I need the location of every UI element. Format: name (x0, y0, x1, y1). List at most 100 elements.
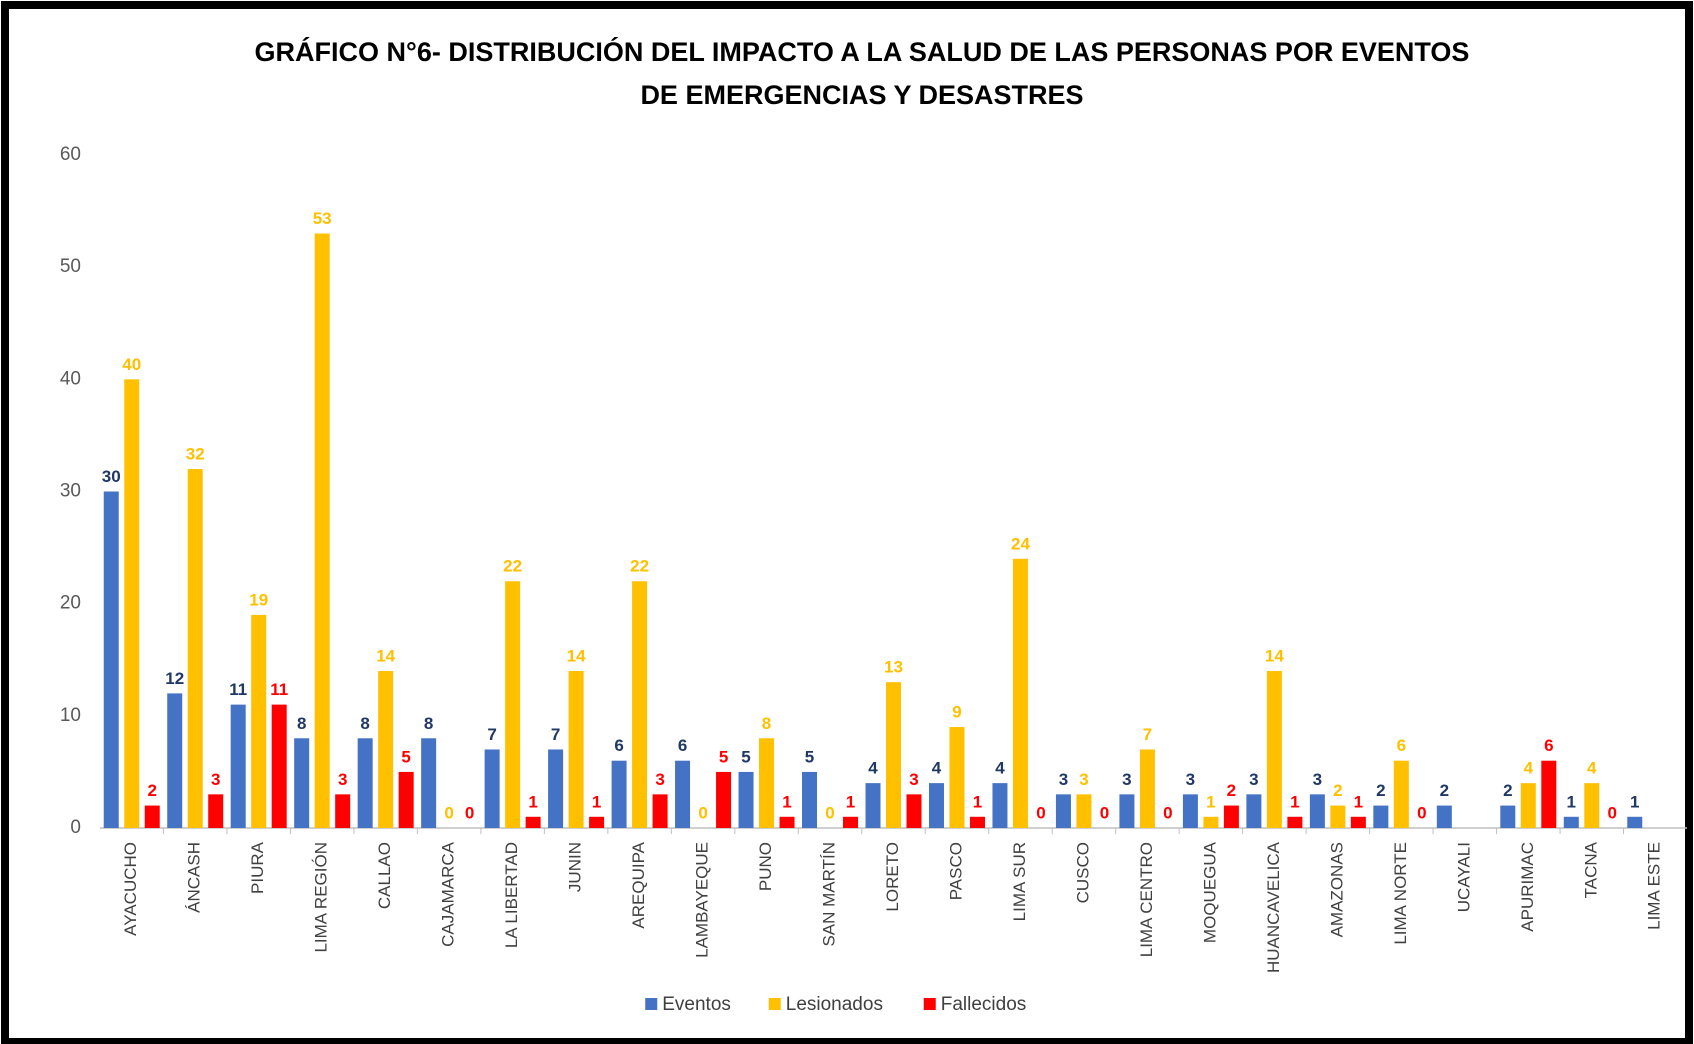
y-tick-label: 40 (60, 368, 81, 389)
data-label: 14 (1265, 646, 1284, 665)
bar (103, 491, 119, 828)
data-label: 3 (338, 770, 347, 789)
data-label: 0 (444, 803, 453, 822)
bar (802, 771, 818, 828)
bar (1012, 558, 1028, 828)
data-label: 32 (186, 445, 205, 464)
bar (928, 783, 944, 828)
x-tick-label: PIURA (248, 841, 267, 894)
data-label: 22 (503, 557, 522, 576)
data-label: 6 (678, 736, 687, 755)
data-label: 11 (229, 680, 247, 699)
x-tick-label: AREQUIPA (629, 841, 648, 928)
bar (568, 670, 584, 828)
data-label: 30 (102, 467, 121, 486)
x-tick-label: APURIMAC (1518, 842, 1537, 932)
data-label: 0 (825, 803, 834, 822)
data-label: 2 (148, 781, 157, 800)
bar (906, 794, 922, 828)
data-label: 1 (1206, 792, 1215, 811)
data-label: 0 (1100, 803, 1109, 822)
bar (1373, 805, 1389, 828)
bar (230, 704, 246, 828)
data-label: 0 (1608, 803, 1617, 822)
data-label: 1 (846, 792, 855, 811)
data-label: 40 (122, 355, 141, 374)
y-tick-label: 10 (60, 705, 81, 726)
data-label: 3 (655, 770, 664, 789)
bar (167, 693, 183, 828)
x-tick-label: MOQUEGUA (1200, 841, 1219, 943)
bar (208, 794, 224, 828)
data-label: 1 (1630, 792, 1639, 811)
data-label: 3 (1186, 770, 1195, 789)
bar (843, 816, 859, 828)
bar (716, 771, 732, 828)
bar (335, 794, 351, 828)
bar (505, 581, 521, 828)
data-label: 7 (1143, 725, 1152, 744)
y-tick-label: 0 (70, 817, 81, 838)
data-label: 0 (698, 803, 707, 822)
data-label: 3 (1122, 770, 1131, 789)
data-label: 8 (424, 714, 433, 733)
x-tick-label: LAMBAYEQUE (693, 842, 712, 958)
data-label: 8 (297, 714, 306, 733)
bar (1309, 794, 1325, 828)
data-label: 1 (782, 792, 791, 811)
bar (1055, 794, 1071, 828)
bar (992, 783, 1008, 828)
bar (1246, 794, 1262, 828)
bar (1076, 794, 1092, 828)
bar (1266, 670, 1282, 828)
data-label: 6 (1544, 736, 1553, 755)
data-label: 7 (487, 725, 496, 744)
bar (1182, 794, 1198, 828)
data-label: 24 (1011, 534, 1030, 553)
x-tick-label: AMAZONAS (1327, 842, 1346, 937)
bar (1393, 760, 1409, 828)
bar (1287, 816, 1303, 828)
x-tick-label: LORETO (883, 842, 902, 912)
x-tick-label: LIMA NORTE (1391, 842, 1410, 945)
x-tick-label: SAN MARTÍN (820, 842, 839, 947)
data-label: 11 (270, 680, 288, 699)
bar (124, 379, 140, 828)
bar (1563, 816, 1579, 828)
data-label: 5 (719, 747, 728, 766)
data-label: 22 (630, 557, 649, 576)
x-tick-label: LIMA REGIÓN (312, 842, 331, 953)
bar (1436, 805, 1452, 828)
data-label: 2 (1376, 781, 1385, 800)
x-tick-label: CUSCO (1073, 842, 1092, 903)
data-label: 2 (1333, 781, 1342, 800)
bar (271, 704, 287, 828)
x-tick-label: TACNA (1581, 841, 1600, 898)
data-label: 9 (952, 703, 961, 722)
bar (759, 738, 775, 828)
bar (1139, 749, 1155, 828)
data-label: 1 (973, 792, 982, 811)
bar (949, 727, 965, 828)
bar (652, 794, 668, 828)
data-label: 19 (249, 590, 268, 609)
data-label: 8 (360, 714, 369, 733)
x-tick-label: PASCO (946, 842, 965, 900)
bar (738, 771, 754, 828)
legend-swatch (923, 998, 936, 1010)
bar (187, 469, 203, 828)
y-tick-label: 60 (60, 144, 81, 165)
data-label: 1 (1290, 792, 1299, 811)
data-label: 6 (1397, 736, 1406, 755)
x-tick-label: PUNO (756, 842, 775, 891)
bar (1223, 805, 1239, 828)
chart-title: GRÁFICO N°6- DISTRIBUCIÓN DEL IMPACTO A … (255, 36, 1470, 67)
x-tick-label: LA LIBERTAD (502, 842, 521, 948)
bar (144, 805, 160, 828)
bar (611, 760, 627, 828)
bar (1330, 805, 1346, 828)
data-label: 0 (1417, 803, 1426, 822)
data-label: 4 (1524, 759, 1534, 778)
